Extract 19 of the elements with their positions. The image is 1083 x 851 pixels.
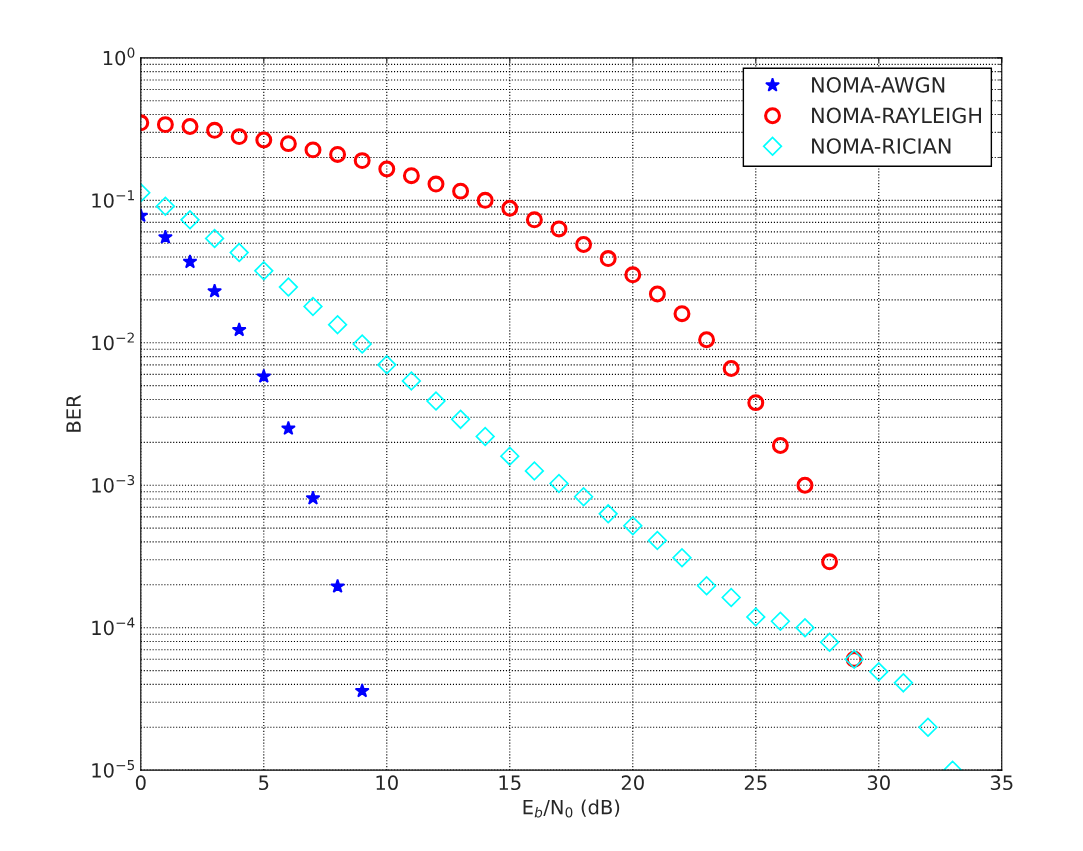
legend-label: NOMA-AWGN <box>812 76 945 93</box>
y-tick-label: 10$^{−3}$ <box>92 474 135 493</box>
legend-label: NOMA-RICIAN <box>812 138 951 154</box>
x-tick-label: 0 <box>135 775 146 791</box>
x-tick-label: 15 <box>499 775 521 791</box>
y-tick-label: 10$^{−1}$ <box>92 190 134 208</box>
y-tick-label: 10$^{−5}$ <box>92 760 135 778</box>
x-tick-label: 20 <box>621 775 644 791</box>
x-axis-title: E$_{b}$/N$_{0}$ (dB) <box>523 799 620 818</box>
y-tick-label: 10$^{−4}$ <box>92 617 135 636</box>
y-tick-label: 10$^{0}$ <box>103 47 135 66</box>
x-tick-label: 10 <box>376 775 398 791</box>
y-axis-title: BER <box>66 395 81 432</box>
x-tick-label: 35 <box>990 775 1013 791</box>
x-tick-label: 30 <box>867 775 890 791</box>
y-tick-label: 10$^{−2}$ <box>92 332 134 351</box>
x-tick-label: 5 <box>259 775 269 791</box>
legend-label: NOMA-RAYLEIGH <box>812 107 981 124</box>
x-tick-label: 25 <box>744 775 767 791</box>
